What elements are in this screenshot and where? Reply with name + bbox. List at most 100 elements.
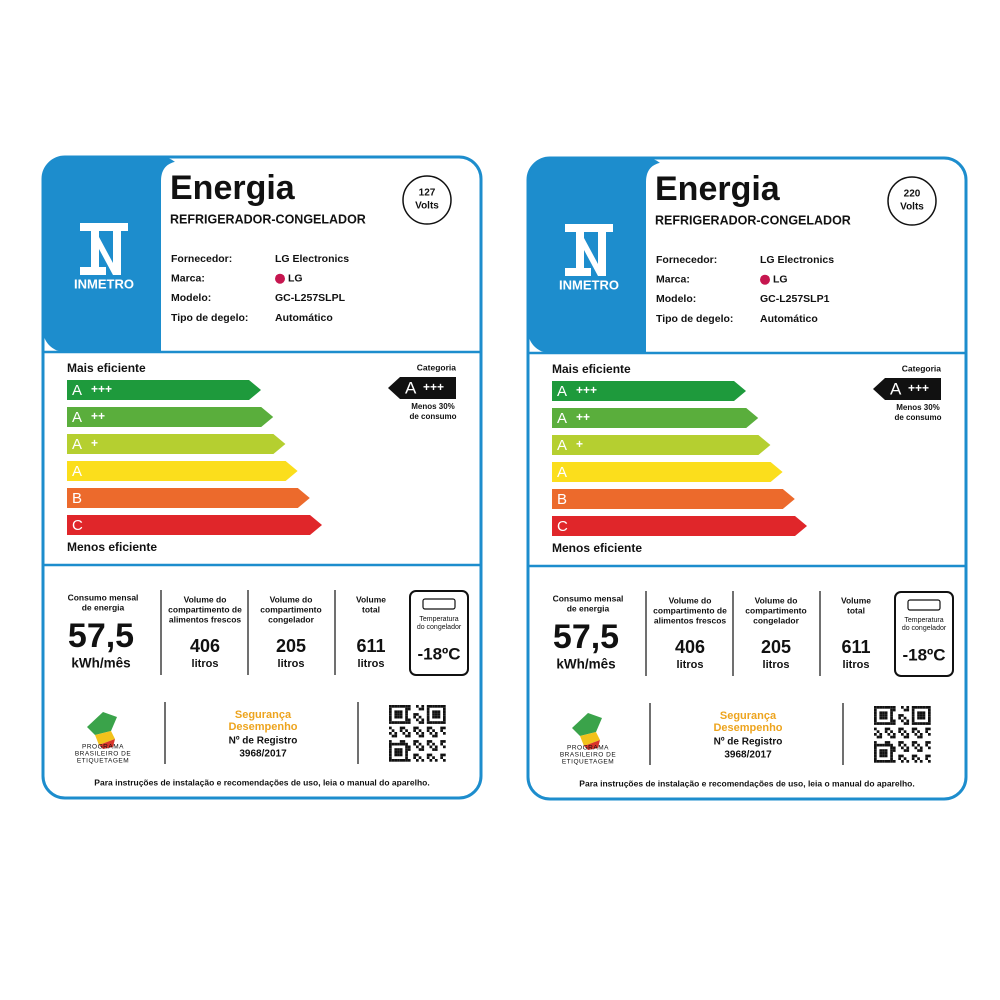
seal-text: Desempenho [228, 721, 297, 733]
voltage-circle [887, 176, 937, 226]
qr-module [391, 729, 395, 732]
volume-unit: litros [278, 658, 305, 670]
qr-module [407, 759, 411, 762]
qr-module [405, 715, 408, 719]
qr-module [890, 714, 893, 717]
qr-module [911, 757, 915, 760]
qr-module [879, 733, 883, 736]
qr-module [429, 732, 433, 735]
qr-module [911, 716, 915, 720]
volume-value: 406 [190, 636, 220, 656]
temperature-label: Temperatura [904, 617, 943, 624]
qr-module [898, 757, 901, 760]
qr-module [443, 718, 446, 722]
qr-module [898, 730, 901, 733]
qr-module [874, 719, 877, 723]
qr-module [882, 714, 885, 717]
qr-module [432, 721, 435, 724]
qr-module [426, 726, 430, 730]
volume-label: alimentos frescos [654, 615, 727, 625]
qr-module [928, 727, 931, 731]
qr-module [421, 732, 425, 735]
logo-text: INMETRO [74, 276, 134, 291]
qr-module [919, 711, 923, 715]
consumption-unit: kWh/mês [71, 656, 130, 671]
seal-text: Segurança [235, 709, 292, 721]
qr-module [405, 750, 408, 754]
qr-module [437, 713, 441, 716]
qr-module [884, 716, 888, 720]
program-text: BRASILEIRO DE [75, 751, 132, 758]
qr-module [394, 759, 398, 762]
class-plus: +++ [576, 383, 597, 397]
qr-module [389, 732, 392, 735]
qr-module [413, 753, 416, 757]
consumption-label: de energia [567, 603, 610, 613]
qr-module [389, 753, 392, 757]
qr-module [901, 746, 904, 750]
qr-module [906, 706, 910, 709]
qr-module [405, 745, 408, 749]
qr-module [399, 713, 403, 716]
volume-value: 205 [276, 636, 306, 656]
qr-module [389, 705, 392, 708]
scale-bottom: Menos eficiente [552, 541, 642, 555]
qr-module [874, 757, 877, 760]
category-label: Categoria [902, 363, 941, 373]
qr-module [928, 714, 931, 717]
qr-module [903, 708, 907, 712]
qr-module [389, 748, 392, 751]
consumption-label: Consumo mensal [68, 592, 139, 602]
qr-module [399, 759, 403, 762]
qr-module [402, 705, 406, 708]
volume-label: Volume [841, 595, 871, 605]
qr-module [421, 721, 425, 724]
qr-module [917, 757, 920, 760]
qr-module [399, 750, 403, 754]
qr-module [917, 749, 920, 752]
qr-module [914, 754, 918, 758]
qr-module [901, 754, 904, 758]
qr-module [416, 759, 419, 762]
qr-module [443, 707, 446, 711]
volume-unit: litros [763, 659, 790, 671]
qr-module [399, 729, 403, 732]
label-border [526, 156, 968, 801]
header-box [161, 161, 477, 352]
qr-module [884, 749, 888, 752]
qr-module [389, 707, 392, 711]
volume-label: compartimento de [653, 605, 727, 615]
qr-module [399, 710, 403, 714]
voltage-unit: Volts [415, 201, 439, 212]
qr-module [399, 715, 403, 719]
category-plus: +++ [423, 380, 444, 394]
qr-module [407, 748, 411, 751]
qr-module [874, 711, 877, 715]
qr-module [892, 735, 896, 739]
qr-module [874, 749, 877, 752]
subtitle: REFRIGERADOR-CONGELADOR [655, 213, 851, 227]
field-value: Automático [760, 313, 818, 325]
qr-module [440, 729, 443, 732]
field-label: Fornecedor: [656, 254, 717, 266]
qr-module [890, 754, 893, 758]
qr-module [906, 760, 910, 763]
qr-module [397, 715, 400, 719]
qr-module [426, 707, 430, 711]
qr-module [879, 754, 883, 758]
program-logo [584, 740, 600, 750]
qr-module [919, 760, 923, 763]
qr-module [394, 732, 398, 735]
volume-label: congelador [753, 615, 800, 625]
qr-module [928, 722, 931, 725]
qr-module [890, 746, 893, 750]
qr-module [443, 713, 446, 716]
qr-module [402, 732, 406, 735]
qr-module [901, 714, 904, 717]
qr-module [418, 734, 422, 738]
qr-module [416, 732, 419, 735]
qr-module [876, 730, 880, 733]
qr-module [443, 732, 446, 735]
qr-module [389, 742, 392, 746]
qr-module [928, 706, 931, 709]
